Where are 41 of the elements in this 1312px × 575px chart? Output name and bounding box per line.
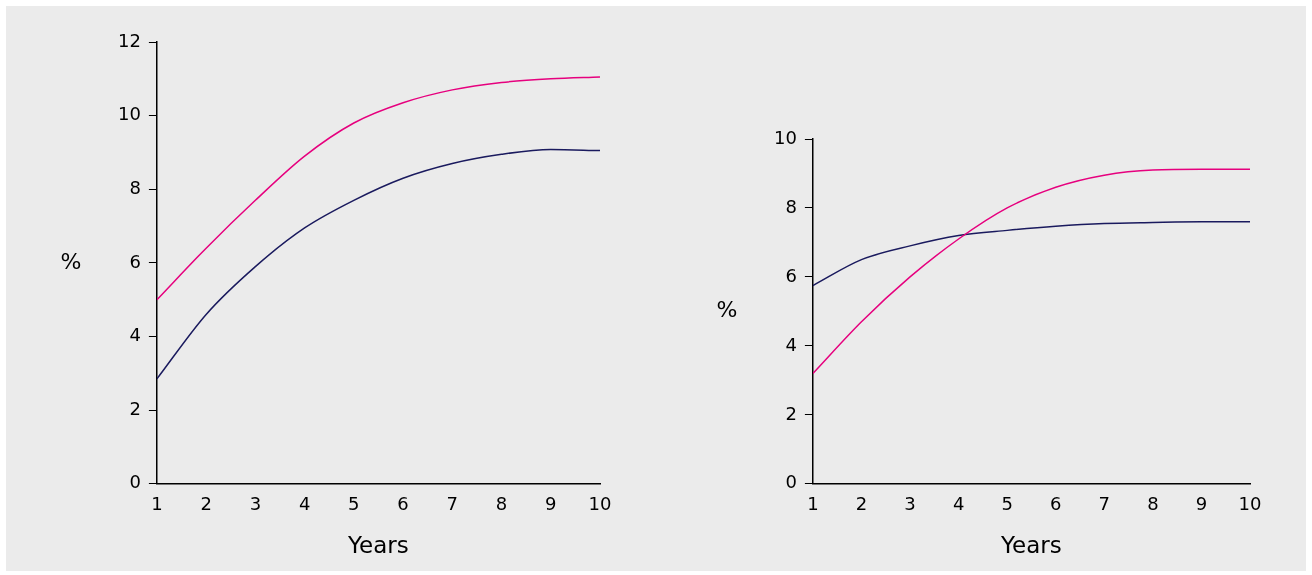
y-tick-label: 4 — [785, 333, 797, 355]
y-tick-label: 10 — [774, 126, 797, 148]
x-tick-label: 8 — [1147, 493, 1159, 515]
y-tick-label: 0 — [785, 471, 797, 493]
y-axis-title: % — [716, 297, 738, 323]
x-axis-title: Years — [1000, 532, 1062, 559]
x-tick-label: 6 — [1050, 493, 1062, 515]
y-tick-label: 6 — [785, 264, 797, 286]
y-tick-label: 8 — [785, 195, 797, 217]
x-tick-label: 3 — [904, 493, 916, 515]
y-tick-label: 10 — [118, 103, 141, 125]
y-tick-label: 2 — [785, 402, 797, 424]
x-tick-label: 4 — [952, 493, 965, 515]
x-tick-label: 10 — [588, 493, 612, 515]
y-tick-label: 4 — [129, 324, 141, 346]
x-tick-label: 7 — [1098, 493, 1111, 515]
x-tick-label: 8 — [495, 493, 508, 515]
x-tick-label: 2 — [200, 493, 212, 515]
line-series — [156, 76, 600, 301]
x-tick-label: 10 — [1238, 493, 1262, 515]
y-axis-title: % — [60, 248, 82, 274]
y-tick-label: 12 — [118, 29, 141, 51]
line-series — [156, 148, 600, 380]
line-series — [812, 168, 1250, 375]
y-tick-label: 2 — [129, 397, 141, 419]
x-tick-label: 1 — [807, 493, 819, 515]
line-series — [812, 221, 1250, 287]
x-tick-label: 9 — [545, 493, 557, 515]
x-axis-title: Years — [347, 532, 409, 559]
y-tick-label: 8 — [129, 176, 141, 198]
x-tick-label: 5 — [1001, 493, 1013, 515]
y-tick-label: 6 — [129, 250, 141, 272]
x-tick-label: 9 — [1195, 493, 1208, 515]
x-tick-label: 2 — [855, 493, 868, 515]
x-tick-label: 6 — [397, 493, 409, 515]
y-tick-label: 0 — [129, 471, 141, 493]
x-tick-label: 7 — [446, 493, 459, 515]
x-tick-label: 1 — [151, 493, 163, 515]
x-tick-label: 5 — [348, 493, 360, 515]
x-tick-label: 3 — [249, 493, 262, 515]
x-tick-label: 4 — [298, 493, 311, 515]
